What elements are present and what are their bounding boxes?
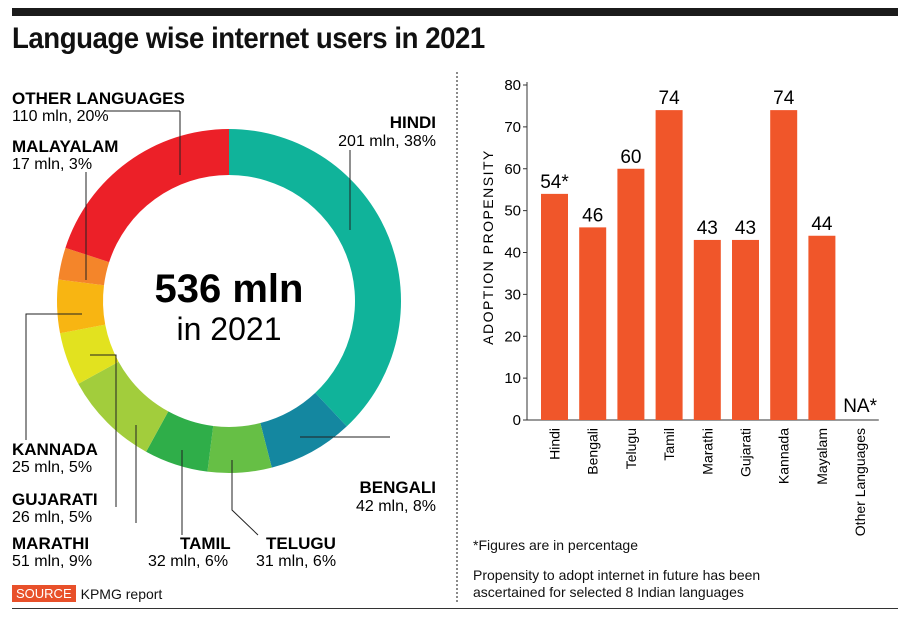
bar-chart: 0 10 20 30 40 50 60 70 80 54* 46 60 74 43 43 74 44 NA* H… (480, 77, 879, 536)
label-bengali-name: BENGALI (360, 478, 437, 497)
bottom-rule (12, 608, 898, 609)
bar-value-label: 74 (773, 88, 795, 109)
source-text: KPMG report (80, 585, 163, 602)
donut-year: in 2021 (177, 311, 282, 347)
label-marathi-value: 51 mln, 9% (12, 553, 92, 570)
bar-value-label: 46 (582, 205, 603, 226)
label-gujarati-value: 26 mln, 5% (12, 509, 92, 526)
y-tick-label: 40 (504, 245, 521, 262)
y-tick-label: 80 (504, 77, 521, 94)
label-hindi-name: HINDI (390, 113, 436, 132)
bar-value-label: 60 (620, 147, 641, 168)
label-other-value: 110 mln, 20% (12, 108, 109, 125)
y-tick-label: 60 (504, 161, 521, 178)
y-tick-label: 50 (504, 203, 521, 220)
category-label: Other Languages (852, 428, 868, 536)
bar-mayalam (808, 235, 836, 420)
top-rule (12, 8, 898, 16)
leader-line (231, 460, 259, 536)
label-gujarati-name: GUJARATI (12, 490, 98, 509)
y-tick-label: 70 (504, 119, 521, 136)
bar-gujarati (732, 239, 759, 420)
page-title: Language wise internet users in 2021 (12, 22, 485, 55)
bar-value-label: 74 (659, 88, 681, 109)
category-label: Mayalam (814, 428, 830, 485)
label-malayalam-value: 17 mln, 3% (12, 156, 92, 173)
donut-slice-bengali (260, 392, 347, 468)
footnote: *Figures are in percentage (473, 537, 638, 553)
bar-value-label: 43 (735, 218, 756, 239)
leader-line (25, 313, 82, 440)
y-tick-label: 10 (504, 370, 521, 387)
label-bengali-value: 42 mln, 8% (356, 498, 436, 515)
bar-value-label: 43 (697, 218, 718, 239)
donut-slice-kannada (56, 279, 106, 334)
bar-value-label: 54* (540, 172, 569, 193)
label-tamil-name: TAMIL (180, 534, 231, 553)
bar-kannada (770, 110, 798, 420)
panel-divider (456, 72, 458, 602)
label-telugu-value: 31 mln, 6% (256, 553, 336, 570)
donut-slice-malayalam (58, 247, 110, 286)
source-tag: SOURCE (12, 585, 76, 602)
donut-slice-marathi (78, 361, 169, 452)
propensity-note-line2: ascertained for selected 8 Indian langua… (473, 584, 744, 600)
label-tamil-value: 32 mln, 6% (148, 553, 228, 570)
category-label: Kannada (776, 428, 792, 484)
label-malayalam-name: MALAYALAM (12, 137, 118, 156)
bar-hindi (541, 193, 568, 420)
label-kannada-name: KANNADA (12, 440, 98, 459)
propensity-note-line1: Propensity to adopt internet in future h… (473, 567, 761, 583)
bar-tamil (655, 110, 683, 420)
bar-y-axis-label: ADOPTION PROPENSITY (480, 149, 496, 345)
bar-value-label: NA* (843, 396, 877, 417)
donut-slice-hindi (229, 129, 401, 427)
donut-slice-other-languages (65, 129, 230, 263)
bar-telugu (617, 168, 645, 420)
y-tick-label: 20 (504, 328, 521, 345)
category-label: Hindi (547, 428, 563, 460)
bar-bengali (579, 227, 607, 420)
source-credit: SOURCE KPMG report (12, 585, 162, 602)
label-kannada-value: 25 mln, 5% (12, 459, 92, 476)
label-other-name: OTHER LANGUAGES (12, 89, 185, 108)
donut-chart: 536 mln in 2021 HINDI 201 mln, 38% BENGA… (12, 89, 437, 570)
donut-slice-gujarati (60, 324, 119, 384)
donut-slice-telugu (207, 423, 272, 473)
donut-slice-tamil (146, 411, 214, 472)
category-label: Tamil (661, 428, 677, 461)
bar-value-label: 44 (811, 214, 833, 235)
y-tick-label: 0 (513, 412, 521, 429)
category-label: Bengali (585, 428, 601, 475)
bar-marathi (693, 239, 721, 420)
category-label: Telugu (623, 428, 639, 469)
label-telugu-name: TELUGU (266, 534, 336, 553)
label-marathi-name: MARATHI (12, 534, 89, 553)
category-label: Marathi (699, 428, 715, 475)
donut-total: 536 mln (155, 267, 304, 311)
category-label: Gujarati (738, 428, 754, 477)
y-tick-label: 30 (504, 286, 521, 303)
leader-line (90, 354, 117, 507)
label-hindi-value: 201 mln, 38% (338, 133, 436, 150)
